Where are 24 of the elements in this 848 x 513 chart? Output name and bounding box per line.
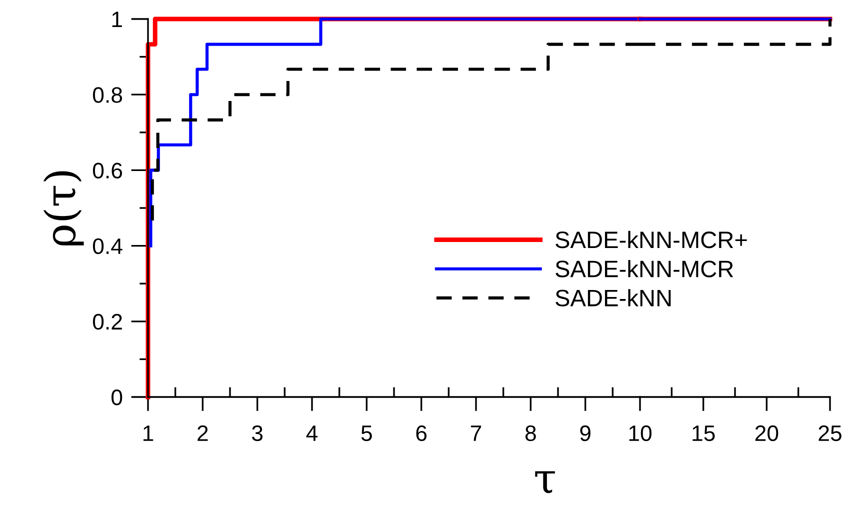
x-tick-label: 2	[198, 425, 208, 441]
y-tick-label: 1	[112, 12, 122, 28]
x-tick-label: 25	[818, 425, 842, 442]
x-tick-label: 6	[416, 425, 427, 442]
y-tick-label: 0.8	[92, 87, 122, 103]
x-tick-label: 7	[470, 426, 482, 441]
x-tick-label: 8	[525, 425, 536, 442]
y-tick-label: 0	[112, 390, 122, 406]
x-tick-label: 4	[306, 426, 318, 441]
x-axis-title: τ	[535, 471, 555, 494]
y-tick-label: 0.6	[92, 162, 122, 178]
y-tick-label: 0.4	[92, 238, 122, 254]
x-tick-label: 15	[692, 426, 715, 442]
x-tick-label: 1	[144, 426, 154, 441]
y-tick-label: 0.2	[92, 314, 122, 330]
y-axis-title: ρ(τ)	[43, 171, 84, 246]
x-tick-label: 5	[361, 426, 372, 442]
legend-label: SADE-kNN-MCR+	[556, 230, 747, 248]
legend-label: SADE-kNN-MCR	[556, 260, 734, 278]
x-tick-label: 20	[755, 425, 778, 442]
x-tick-label: 9	[580, 425, 590, 442]
legend-label: SADE-kNN	[556, 289, 671, 306]
x-tick-label: 3	[252, 425, 263, 442]
x-tick-label: 10	[629, 425, 652, 442]
